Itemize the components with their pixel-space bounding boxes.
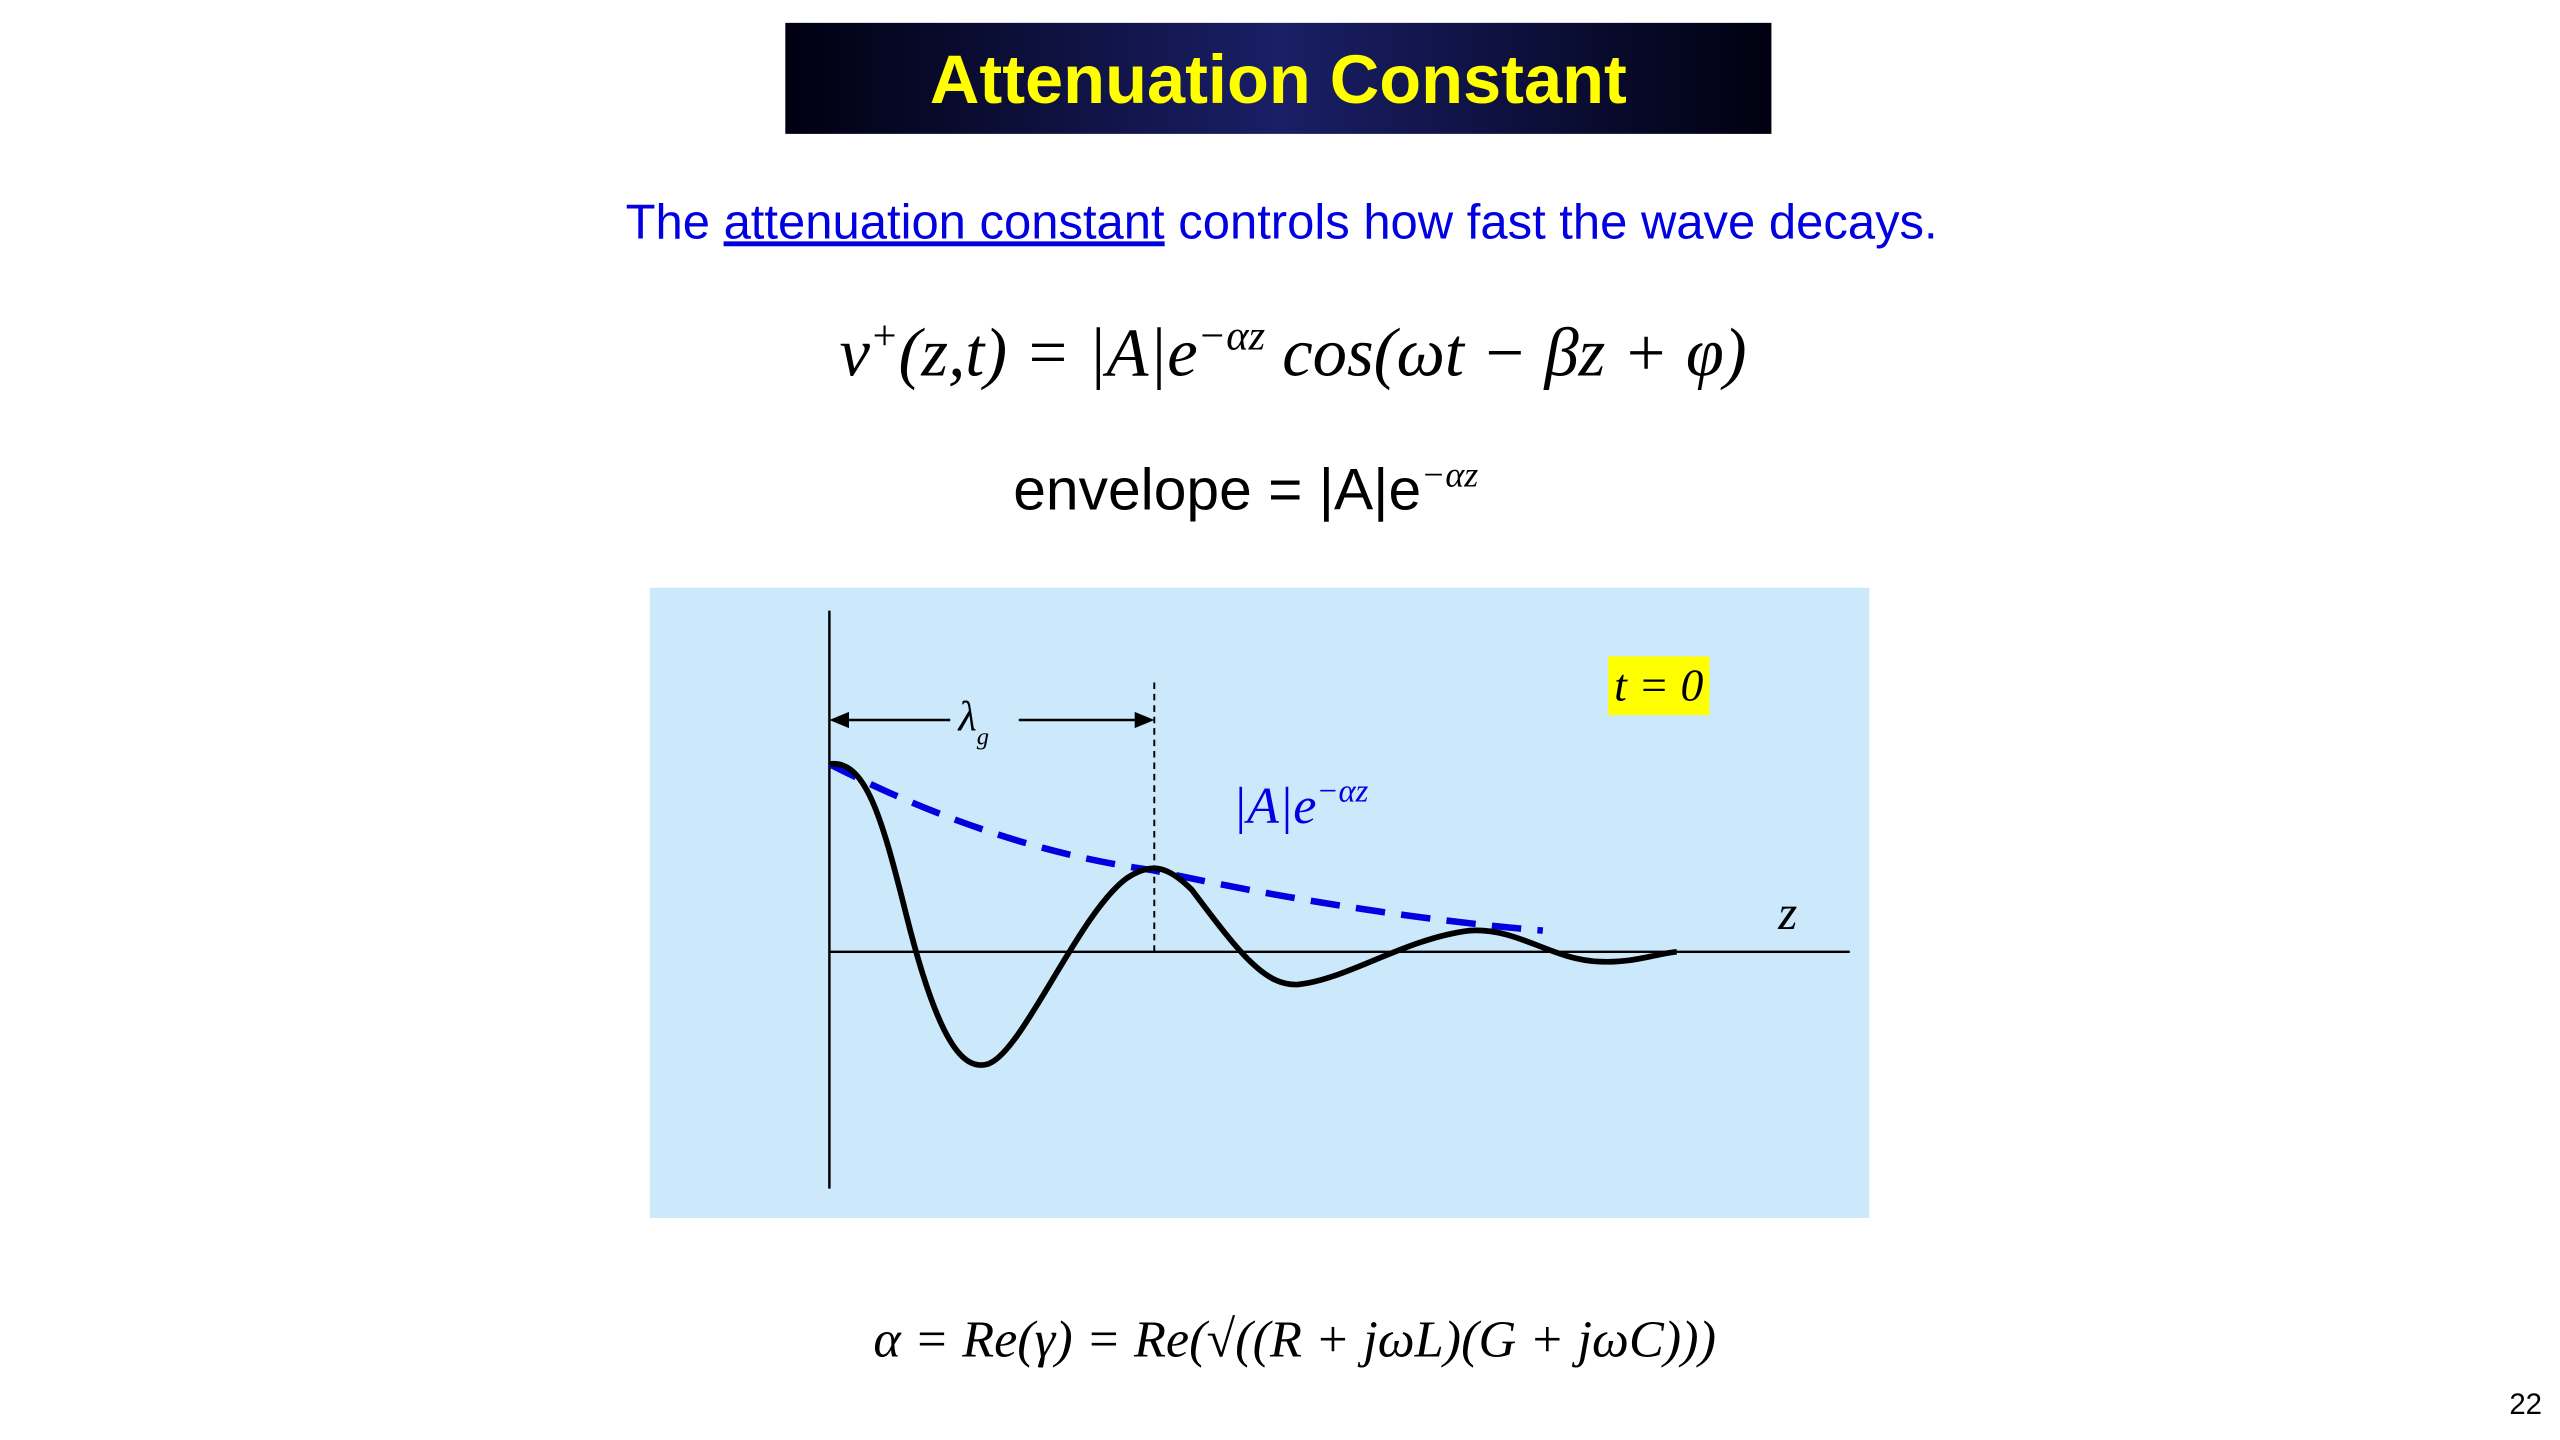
title-box bbox=[785, 22, 1772, 134]
wave-curve bbox=[829, 761, 1678, 1068]
lambda: λ bbox=[956, 693, 976, 740]
equation-envelope: envelope = |A|e−αz bbox=[1013, 455, 1478, 523]
eq-part: v bbox=[839, 315, 870, 391]
eq-sup: −αz bbox=[1421, 455, 1478, 495]
eq-sup: −αz bbox=[1198, 312, 1265, 359]
time-label: t = 0 bbox=[1614, 659, 1703, 710]
subtitle-text: The bbox=[626, 195, 724, 249]
eq-part: (z,t) = |A|e bbox=[899, 315, 1198, 391]
time-label-box bbox=[1608, 656, 1710, 716]
title: Attenuation Constant bbox=[930, 41, 1627, 118]
plot: λg |A|e−αz z t = 0 bbox=[649, 587, 1870, 1218]
eq-part: cos(ωt − βz + φ) bbox=[1265, 315, 1747, 391]
axis-label: z bbox=[1777, 885, 1797, 940]
wavelength-label: λg bbox=[956, 693, 989, 751]
subtitle: The attenuation constant controls how fa… bbox=[626, 195, 1938, 249]
arrow-head bbox=[1134, 711, 1155, 729]
equation-alpha: α = Re(γ) = Re(√((R + jωL)(G + jωC))) bbox=[873, 1311, 1716, 1369]
equation-wave: v+(z,t) = |A|e−αz cos(ωt − βz + φ) bbox=[839, 312, 1746, 390]
label-part: |A|e bbox=[1233, 777, 1317, 835]
envelope-label: |A|e−αz bbox=[1233, 774, 1369, 835]
page-number: 22 bbox=[2509, 1388, 2542, 1421]
lambda-sub: g bbox=[977, 723, 989, 750]
eq-sup: + bbox=[870, 312, 899, 359]
arrow-head bbox=[829, 711, 849, 729]
subtitle-text: controls how fast the wave decays. bbox=[1165, 195, 1938, 249]
label-sup: −αz bbox=[1316, 774, 1368, 810]
subtitle-link: attenuation constant bbox=[724, 195, 1165, 249]
eq-part: envelope = |A|e bbox=[1013, 457, 1421, 522]
